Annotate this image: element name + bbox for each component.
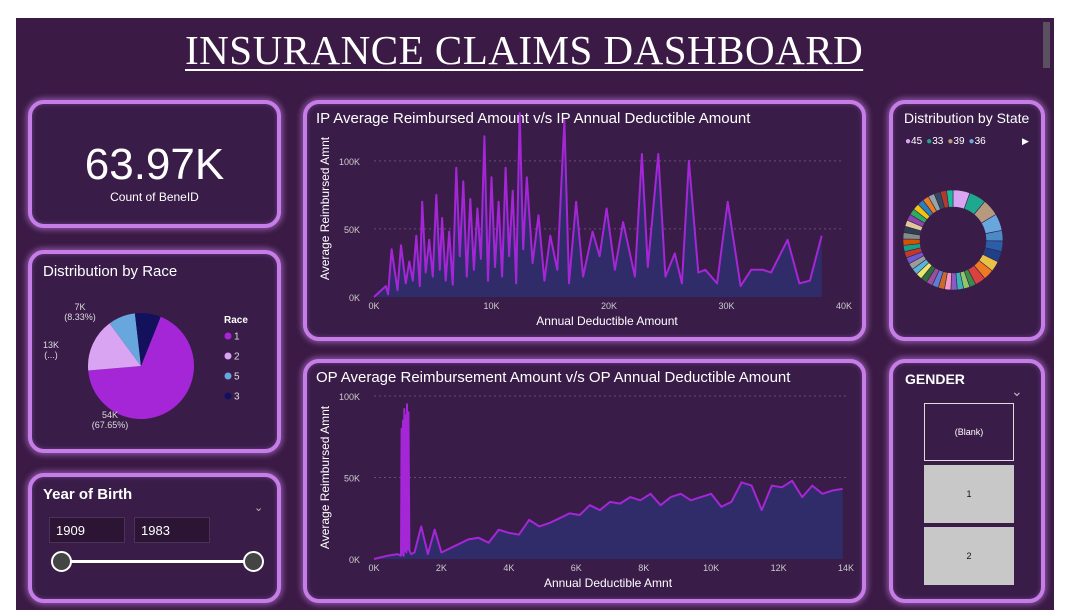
race-pie-chart: 54K(67.65%) 13K(...) 7K(8.33%) Race 1 2 5 3	[43, 302, 248, 430]
series-line	[373, 112, 823, 298]
legend-marker	[224, 352, 232, 360]
legend-label: 33	[932, 136, 944, 147]
y-tick-label: 100K	[339, 392, 360, 402]
op-chart-title: OP Average Reimbursement Amount v/s OP A…	[316, 369, 791, 386]
state-legend: ●45 ●33 ●39 ●36	[905, 136, 990, 150]
year-slider-max-handle[interactable]	[243, 551, 264, 572]
y-tick-label: 50K	[344, 225, 360, 235]
legend-label: 1	[234, 332, 240, 343]
y-tick-label: 100K	[339, 157, 360, 167]
area-fill	[374, 404, 843, 559]
area-fill	[374, 113, 822, 297]
x-tick-label: 12K	[771, 563, 787, 573]
chevron-down-icon[interactable]: ⌄	[1011, 383, 1023, 399]
gender-item-blank[interactable]: (Blank)	[924, 403, 1014, 461]
pie-data-label: 54K	[102, 410, 118, 420]
state-card: Distribution by State ●45 ●33 ●39 ●36 ▶	[889, 100, 1045, 341]
y-axis-label: Average Reimbursed Amnt	[318, 136, 332, 280]
legend-label: 5	[234, 372, 240, 383]
ip-line-chart: 0K 50K 100K 0K 10K 20K 30K 40K Annual Deductible…	[318, 112, 852, 328]
y-tick-label: 50K	[344, 474, 360, 484]
ip-chart-card: IP Average Reimbursed Amount v/s IP Annu…	[303, 100, 866, 341]
x-tick-label: 0K	[368, 563, 379, 573]
x-tick-label: 10K	[483, 301, 499, 311]
x-tick-label: 40K	[836, 301, 852, 311]
legend-next-icon[interactable]: ▶	[1022, 136, 1029, 146]
state-donut-chart	[902, 189, 1004, 291]
legend-marker: ●	[926, 136, 933, 147]
chevron-down-icon[interactable]: ⌄	[254, 502, 264, 514]
series-line	[373, 403, 843, 560]
legend-label: 2	[234, 352, 240, 363]
gender-item-2[interactable]: 2	[924, 527, 1014, 585]
donut-segment	[950, 272, 958, 291]
kpi-card: 63.97K Count of BeneID	[28, 100, 281, 228]
year-max-input[interactable]: 1983	[134, 517, 210, 543]
legend-label: 36	[974, 136, 986, 147]
pie-data-label: (8.33%)	[64, 312, 96, 322]
legend-label: 45	[911, 136, 923, 147]
x-tick-label: 30K	[718, 301, 734, 311]
x-tick-label: 4K	[503, 563, 514, 573]
gender-item-1[interactable]: 1	[924, 465, 1014, 523]
legend-item: ●36	[969, 136, 986, 147]
year-min-input[interactable]: 1909	[49, 517, 125, 543]
x-tick-label: 8K	[638, 563, 649, 573]
x-axis-label: Annual Deductible Amnt	[544, 576, 673, 590]
pie-data-label: 7K	[74, 302, 85, 312]
y-tick-label: 0K	[349, 555, 360, 565]
race-title: Distribution by Race	[43, 263, 178, 280]
ip-chart-title: IP Average Reimbursed Amount v/s IP Annu…	[316, 110, 751, 127]
y-axis-label: Average Reimbursed Amnt	[318, 405, 332, 549]
legend-label: 3	[234, 392, 240, 403]
x-axis-label: Annual Deductible Amount	[536, 314, 678, 328]
x-tick-label: 14K	[838, 563, 854, 573]
legend-title: Race	[224, 315, 248, 326]
pie-slice	[134, 313, 161, 366]
yob-card: Year of Birth ⌄ 1909 1983	[28, 473, 281, 603]
kpi-label: Count of BeneID	[110, 190, 199, 204]
gender-card: GENDER ⌄ (Blank) 1 2	[889, 359, 1045, 603]
donut-segment	[946, 189, 954, 208]
op-line-chart: 0K 50K 100K 0K 2K 4K 6K 8K 10K 12K 14K Annual Deduc…	[318, 392, 854, 590]
pie-slice	[88, 316, 195, 419]
legend-item: ●33	[926, 136, 943, 147]
year-slider-min-handle[interactable]	[51, 551, 72, 572]
legend-marker	[224, 372, 232, 380]
gender-title: GENDER	[905, 371, 965, 387]
x-tick-label: 0K	[368, 301, 379, 311]
kpi-value: 63.97K	[84, 140, 225, 189]
state-title: Distribution by State	[904, 110, 1030, 126]
op-chart-card: OP Average Reimbursement Amount v/s OP A…	[303, 359, 866, 603]
x-tick-label: 6K	[571, 563, 582, 573]
pie-data-label: (...)	[44, 350, 58, 360]
pie-slice	[109, 313, 141, 366]
dashboard-title: INSURANCE CLAIMS DASHBOARD	[185, 27, 864, 73]
legend-marker	[224, 332, 232, 340]
yob-title: Year of Birth	[43, 486, 133, 503]
legend-item: ●45	[905, 136, 922, 147]
y-tick-label: 0K	[349, 293, 360, 303]
year-slider-track[interactable]	[61, 560, 253, 563]
legend-marker: ●	[905, 136, 912, 147]
legend-item: ●39	[947, 136, 964, 147]
race-card: Distribution by Race 54K (67.65%) 13K (...)…	[28, 250, 281, 453]
x-tick-label: 10K	[703, 563, 719, 573]
legend-marker: ●	[968, 136, 975, 147]
pie-slice	[88, 323, 141, 371]
x-tick-label: 20K	[601, 301, 617, 311]
legend-marker	[224, 392, 232, 400]
pie-data-label: 13K	[43, 340, 59, 350]
legend-label: 39	[953, 136, 965, 147]
pie-data-label: (67.65%)	[92, 420, 129, 430]
legend-marker: ●	[947, 136, 954, 147]
scrollbar-thumb[interactable]	[1043, 22, 1050, 68]
x-tick-label: 2K	[436, 563, 447, 573]
